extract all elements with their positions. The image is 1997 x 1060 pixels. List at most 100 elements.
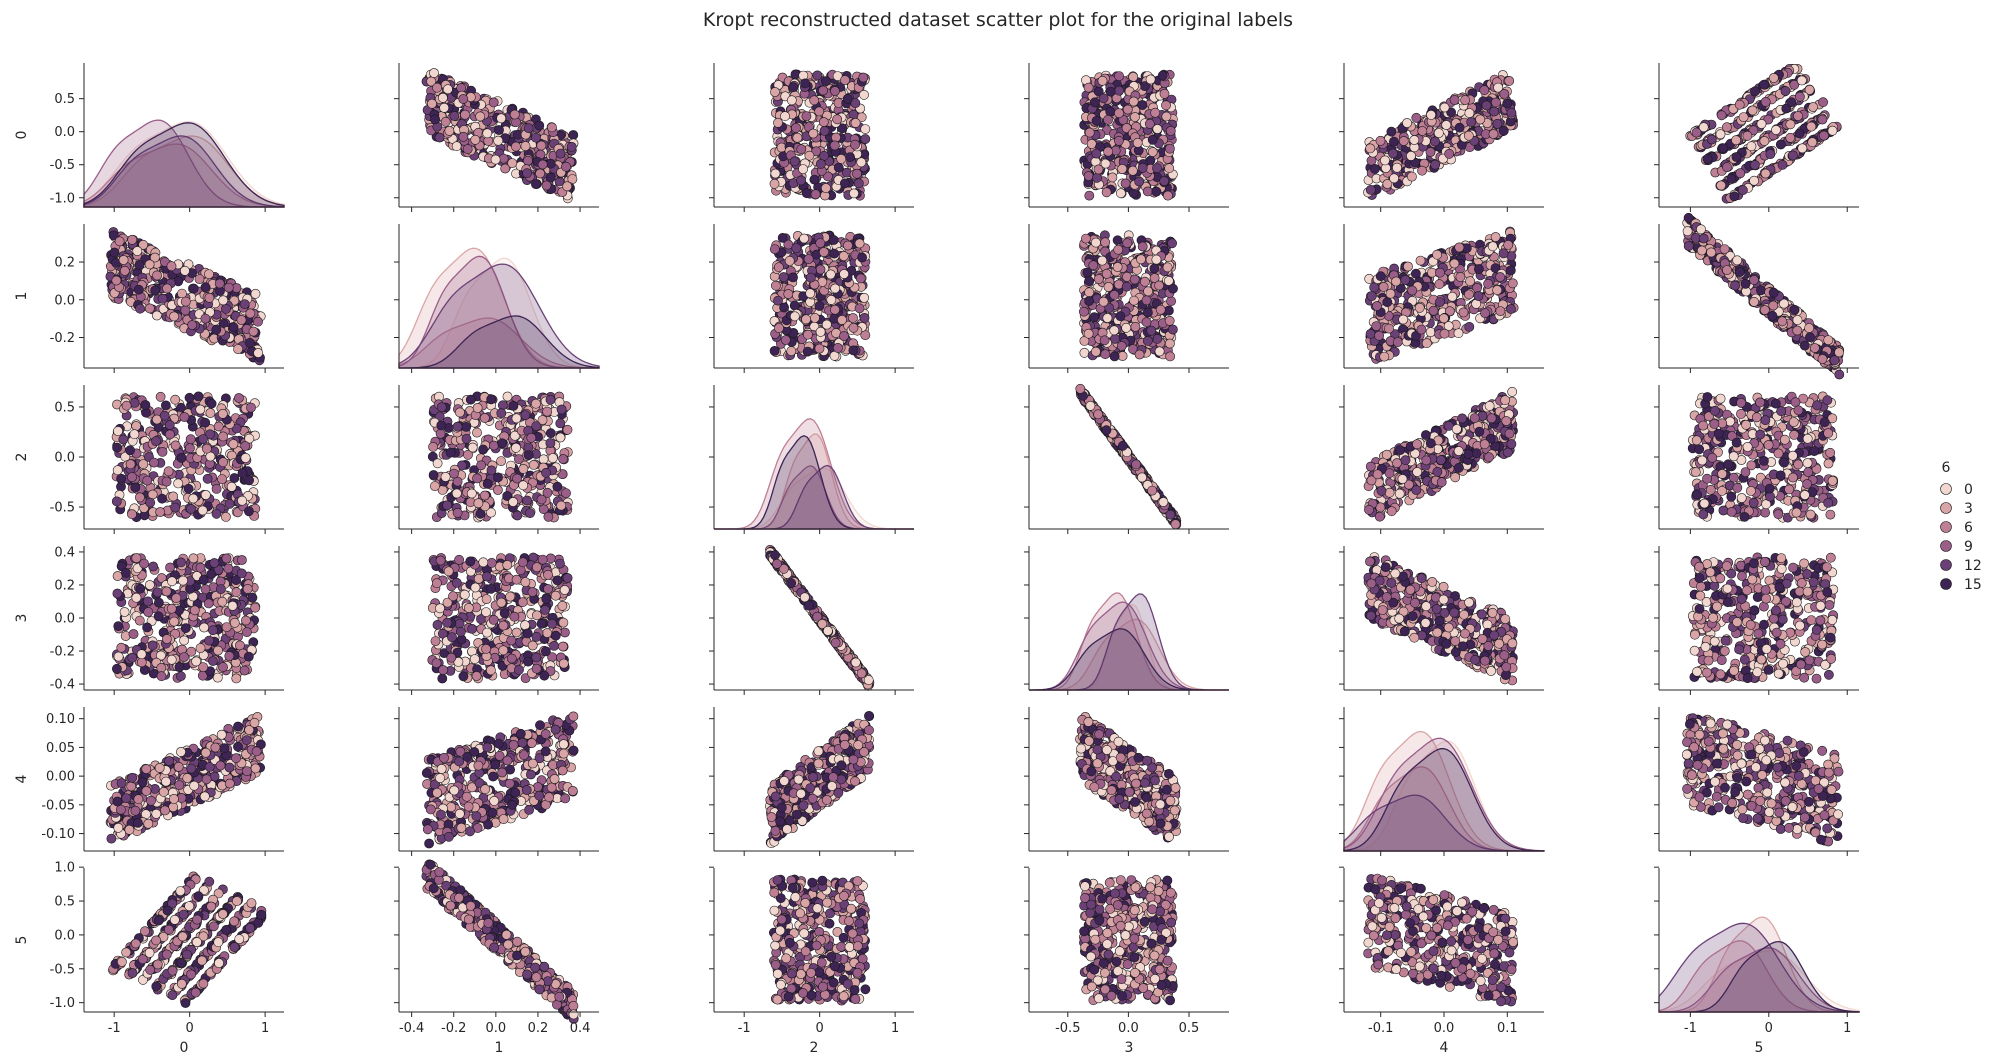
scatter-point — [200, 489, 211, 500]
scatter-point — [206, 398, 217, 409]
scatter-point — [1416, 324, 1427, 335]
y-axis-label: 0 — [14, 131, 30, 140]
scatter-point — [1771, 125, 1781, 135]
scatter-point — [145, 497, 156, 508]
scatter-point — [488, 97, 499, 108]
scatter-point — [1164, 163, 1175, 174]
scatter-point — [1504, 76, 1515, 86]
scatter-point — [562, 181, 573, 192]
scatter-point — [1165, 351, 1175, 362]
scatter-point — [833, 162, 844, 173]
scatter-point — [1165, 125, 1176, 136]
scatter-point — [1127, 165, 1138, 176]
scatter-point — [1084, 287, 1095, 298]
scatter-point — [1807, 137, 1818, 148]
scatter-point — [1129, 274, 1140, 285]
scatter-point — [1716, 110, 1727, 121]
scatter-point — [114, 236, 125, 247]
scatter-point — [228, 322, 239, 333]
panel-0-4 — [1339, 63, 1544, 212]
scatter-point — [237, 495, 247, 506]
scatter-point — [218, 457, 228, 468]
scatter-point — [773, 295, 783, 306]
scatter-point — [803, 329, 813, 340]
scatter-point — [1159, 88, 1170, 99]
scatter-point — [801, 111, 812, 121]
scatter-point — [161, 476, 172, 487]
scatter-point — [1449, 258, 1460, 269]
scatter-point — [858, 72, 869, 83]
y-axis-label: 2 — [14, 453, 30, 462]
scatter-point — [815, 326, 826, 337]
scatter-point — [1817, 114, 1828, 125]
scatter-point — [221, 303, 231, 314]
scatter-point — [1498, 125, 1509, 136]
scatter-point — [1775, 139, 1786, 150]
scatter-point — [1742, 130, 1753, 141]
scatter-point — [1718, 143, 1729, 154]
scatter-point — [1808, 102, 1818, 112]
scatter-point — [816, 158, 826, 169]
scatter-point — [1460, 95, 1470, 105]
scatter-point — [1143, 307, 1153, 318]
scatter-point — [1805, 332, 1815, 343]
scatter-point — [159, 410, 170, 421]
scatter-point — [1114, 85, 1125, 96]
scatter-point — [440, 116, 451, 127]
scatter-point — [458, 94, 469, 104]
scatter-point — [111, 275, 122, 286]
scatter-point — [220, 512, 231, 522]
scatter-point — [555, 432, 566, 443]
scatter-point — [1114, 108, 1124, 118]
scatter-point — [1415, 255, 1426, 266]
scatter-point — [1481, 100, 1492, 111]
scatter-point — [1366, 291, 1377, 301]
scatter-point — [111, 496, 122, 507]
scatter-point — [1702, 153, 1713, 164]
scatter-point — [799, 233, 809, 244]
scatter-point — [1370, 163, 1380, 174]
scatter-point — [151, 436, 161, 446]
scatter-point — [200, 417, 211, 428]
scatter-point — [1492, 285, 1503, 295]
scatter-point — [240, 452, 251, 463]
scatter-point — [186, 504, 196, 514]
scatter-point — [1137, 162, 1148, 173]
scatter-point — [1103, 281, 1114, 292]
scatter-point — [112, 465, 123, 476]
scatter-point — [116, 473, 126, 484]
scatter-point — [1495, 306, 1506, 316]
scatter-point — [1818, 97, 1828, 108]
scatter-point — [1121, 322, 1132, 333]
scatter-point — [850, 118, 861, 128]
scatter-point — [1789, 304, 1800, 315]
scatter-point — [228, 439, 239, 449]
scatter-point — [1167, 238, 1177, 249]
scatter-point — [1103, 146, 1113, 157]
scatter-point — [1474, 264, 1484, 274]
panel-1-4 — [1339, 224, 1544, 373]
scatter-point — [1827, 125, 1838, 136]
scatter-point — [1391, 276, 1401, 287]
scatter-point — [1398, 136, 1409, 146]
panel-2-0: -0.50.00.52 — [14, 385, 284, 534]
scatter-point — [1441, 120, 1452, 130]
scatter-point — [859, 292, 870, 303]
scatter-point — [1768, 73, 1779, 83]
scatter-point — [1165, 143, 1175, 154]
scatter-point — [1382, 297, 1393, 308]
scatter-point — [1479, 85, 1490, 96]
scatter-point — [1083, 82, 1094, 93]
scatter-point — [142, 475, 153, 486]
scatter-point — [1100, 237, 1111, 248]
scatter-point — [821, 76, 831, 87]
scatter-point — [1466, 117, 1477, 127]
scatter-point — [791, 123, 801, 133]
scatter-point — [1379, 351, 1390, 362]
scatter-point — [1149, 263, 1160, 274]
scatter-point — [780, 111, 790, 122]
scatter-point — [437, 92, 448, 103]
scatter-point — [138, 459, 149, 469]
scatter-point — [1491, 97, 1501, 108]
scatter-point — [1110, 333, 1120, 344]
